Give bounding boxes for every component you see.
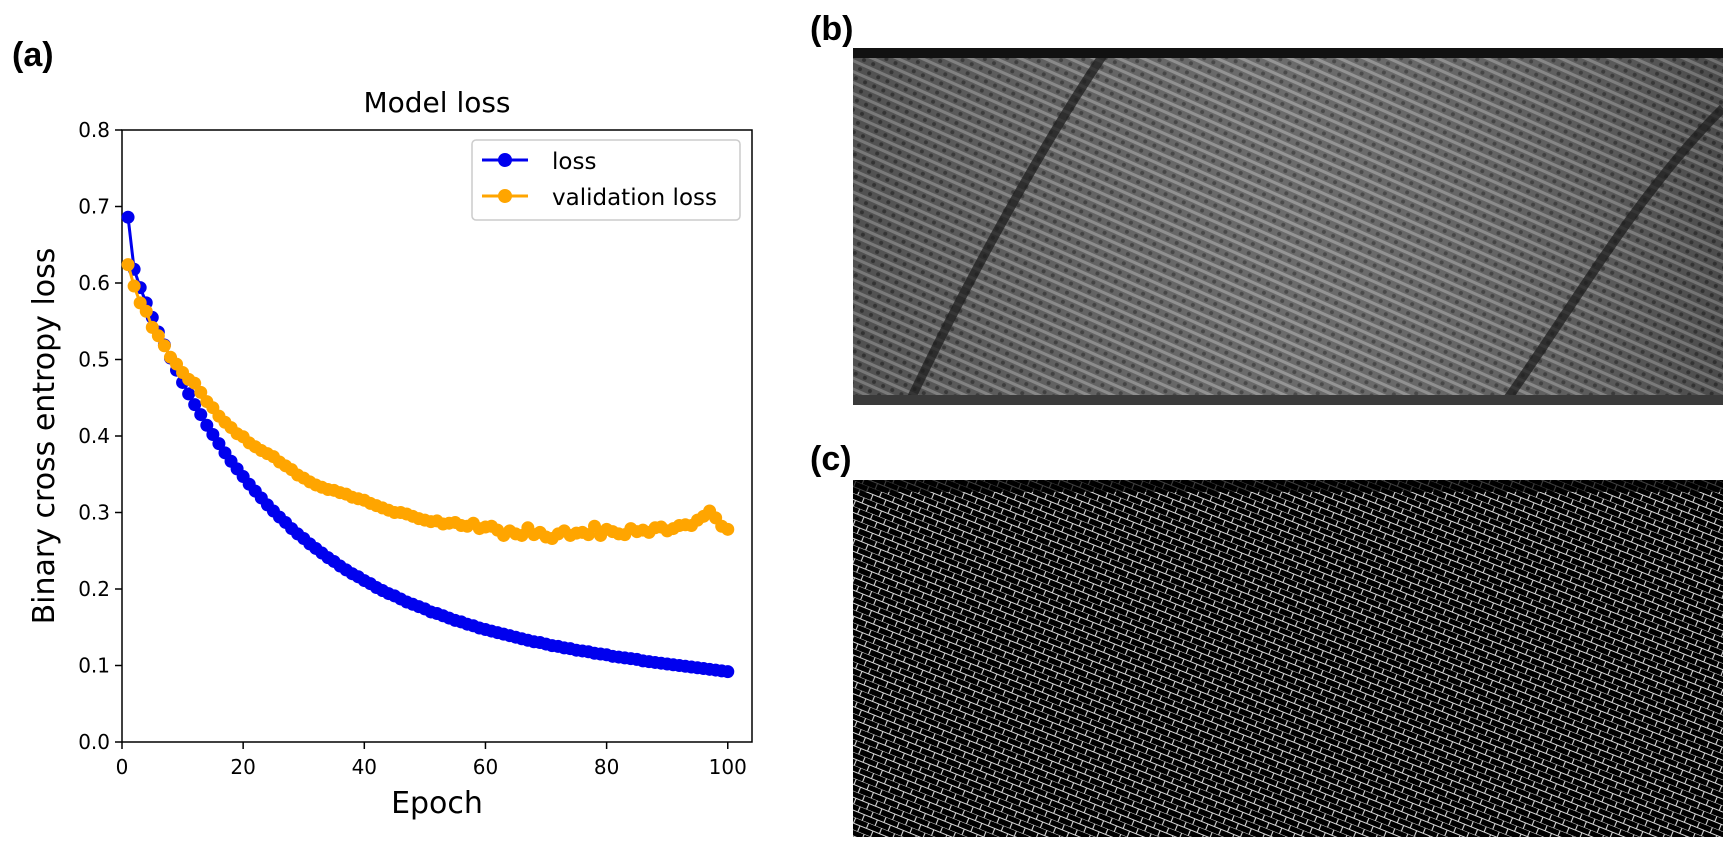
legend-box bbox=[471, 139, 741, 221]
data-point-loss bbox=[200, 418, 214, 432]
data-point-validation-loss bbox=[139, 304, 153, 318]
series-loss bbox=[121, 210, 735, 679]
y-axis-label: Binary cross entropy loss bbox=[27, 248, 62, 625]
x-tick-label: 40 bbox=[352, 755, 377, 779]
series-validation-loss bbox=[121, 258, 735, 546]
x-axis-label: Epoch bbox=[391, 786, 483, 821]
panel-label-c: (c) bbox=[810, 440, 852, 478]
y-tick-label: 0.0 bbox=[78, 730, 110, 754]
data-point-loss bbox=[121, 210, 135, 224]
data-point-validation-loss bbox=[151, 329, 165, 343]
data-point-validation-loss bbox=[127, 279, 141, 293]
data-point-validation-loss bbox=[194, 385, 208, 399]
legend: loss validation loss bbox=[471, 139, 741, 221]
panel-label-b: (b) bbox=[810, 10, 854, 48]
data-point-loss bbox=[721, 665, 735, 679]
y-tick-label: 0.7 bbox=[78, 195, 110, 219]
series-layer bbox=[121, 210, 735, 679]
data-point-loss bbox=[206, 427, 220, 441]
x-tick-label: 20 bbox=[230, 755, 255, 779]
x-ticks: 0 20 40 60 80 100 bbox=[116, 742, 747, 779]
micrograph-image bbox=[853, 48, 1723, 405]
legend-marker-loss bbox=[498, 153, 512, 167]
y-ticks: 0.0 0.1 0.2 0.3 0.4 0.5 0.6 0.7 0.8 bbox=[78, 118, 122, 754]
y-tick-label: 0.5 bbox=[78, 348, 110, 372]
data-point-validation-loss bbox=[721, 522, 735, 536]
data-point-validation-loss bbox=[188, 376, 202, 390]
data-point-loss bbox=[212, 437, 226, 451]
data-point-loss bbox=[194, 408, 208, 422]
x-tick-label: 60 bbox=[473, 755, 498, 779]
y-tick-label: 0.6 bbox=[78, 271, 110, 295]
y-tick-label: 0.8 bbox=[78, 118, 110, 142]
x-tick-label: 80 bbox=[594, 755, 619, 779]
legend-label-validation-loss: validation loss bbox=[552, 185, 717, 211]
data-point-validation-loss bbox=[121, 258, 135, 272]
panel-label-a: (a) bbox=[12, 36, 54, 74]
data-point-validation-loss bbox=[588, 519, 601, 533]
y-tick-label: 0.4 bbox=[78, 424, 110, 448]
segmentation-image bbox=[853, 480, 1723, 837]
x-tick-label: 100 bbox=[709, 755, 747, 779]
y-tick-label: 0.3 bbox=[78, 501, 110, 525]
chart-title: Model loss bbox=[363, 86, 510, 119]
data-point-loss bbox=[182, 387, 196, 401]
series-line-validation-loss bbox=[126, 264, 729, 541]
loss-chart: Model loss Epoch Binary cross entropy lo… bbox=[27, 86, 753, 821]
legend-marker-validation-loss bbox=[498, 189, 512, 203]
x-tick-label: 0 bbox=[116, 755, 129, 779]
data-point-loss bbox=[188, 398, 202, 412]
legend-label-loss: loss bbox=[552, 149, 596, 175]
data-point-validation-loss bbox=[157, 339, 171, 353]
y-tick-label: 0.1 bbox=[78, 654, 110, 678]
y-tick-label: 0.2 bbox=[78, 577, 110, 601]
